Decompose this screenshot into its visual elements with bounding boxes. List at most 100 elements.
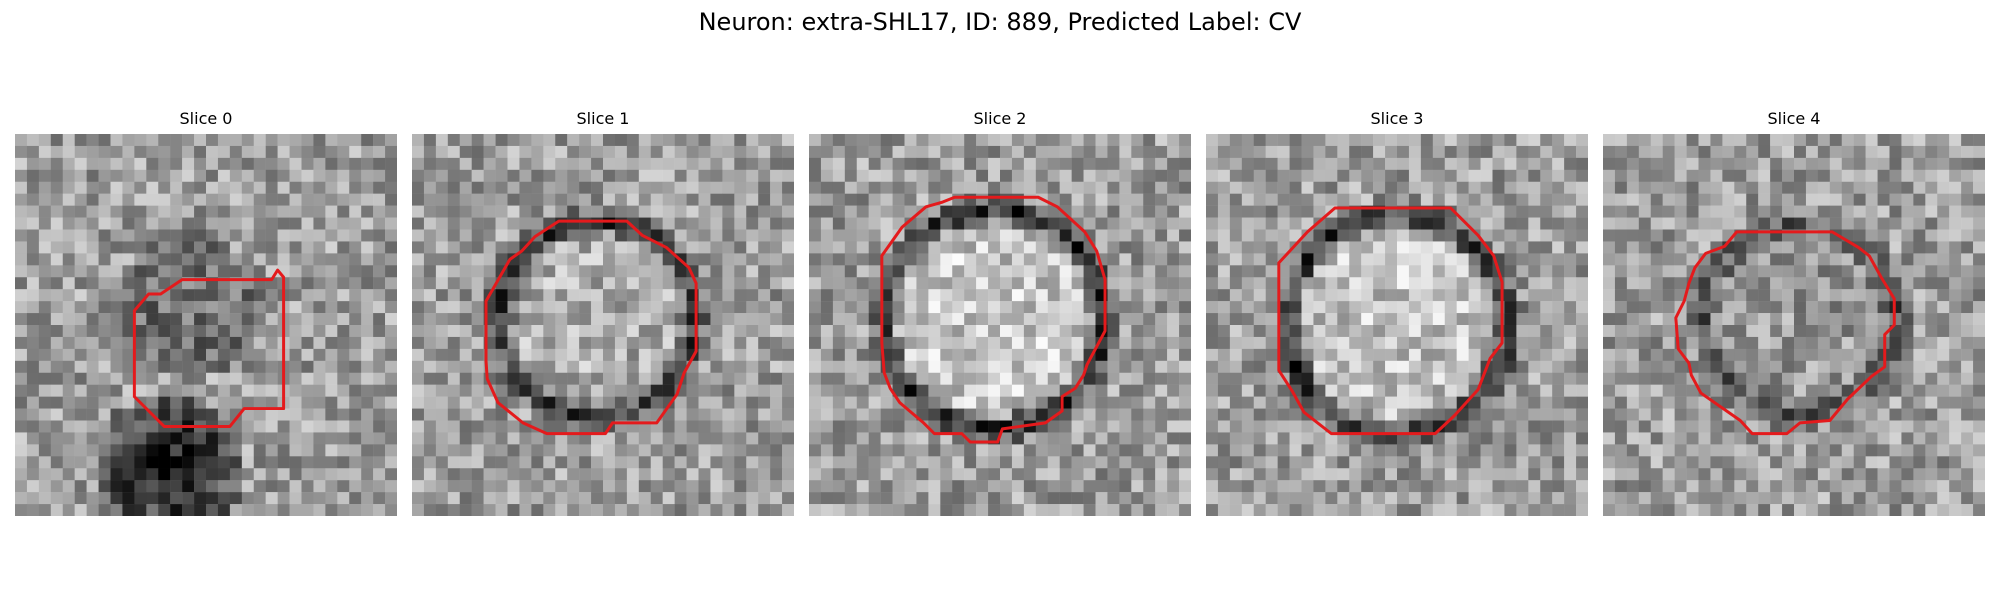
pixel	[361, 241, 374, 254]
pixel	[1770, 360, 1783, 373]
pixel	[1603, 134, 1616, 147]
pixel	[206, 325, 219, 338]
pixel	[301, 181, 314, 194]
pixel	[1889, 145, 1902, 159]
pixel	[98, 456, 111, 469]
pixel	[698, 229, 711, 242]
pixel	[1877, 313, 1890, 326]
pixel	[832, 241, 846, 254]
pixel	[710, 145, 723, 159]
pixel	[746, 313, 759, 326]
pixel	[579, 372, 592, 385]
pixel	[1722, 348, 1735, 362]
pixel	[1385, 468, 1398, 481]
pixel	[1253, 134, 1266, 147]
pixel	[158, 157, 171, 171]
pixel	[1119, 217, 1132, 230]
pixel	[385, 253, 397, 266]
pixel	[495, 134, 508, 147]
pixel	[746, 384, 759, 397]
pixel	[1035, 396, 1048, 409]
pixel	[1949, 301, 1962, 314]
pixel	[1301, 492, 1314, 505]
pixel	[1638, 336, 1651, 350]
pixel	[1265, 181, 1278, 194]
pixel	[638, 169, 651, 182]
pixel	[26, 372, 40, 385]
pixel	[1674, 134, 1687, 147]
pixel	[686, 205, 699, 218]
pixel	[722, 456, 735, 469]
pixel	[1119, 277, 1132, 290]
pixel	[146, 205, 159, 218]
pixel	[1385, 480, 1398, 493]
pixel	[820, 193, 834, 206]
pixel	[904, 480, 917, 493]
pixel	[1913, 253, 1926, 266]
pixel	[964, 277, 977, 290]
pixel	[519, 217, 532, 230]
pixel	[1614, 396, 1628, 409]
pixel	[1841, 396, 1854, 409]
pixel	[1865, 181, 1878, 194]
pixel	[1131, 348, 1144, 362]
pixel	[38, 205, 52, 218]
pixel	[603, 169, 616, 182]
pixel	[892, 468, 905, 481]
pixel	[1734, 432, 1747, 445]
pixel	[1638, 348, 1651, 362]
pixel	[15, 301, 28, 314]
pixel	[1313, 348, 1326, 362]
pixel	[1746, 301, 1759, 314]
pixel	[844, 348, 857, 362]
pixel	[1516, 253, 1529, 266]
pixel	[158, 265, 171, 278]
pixel	[1937, 444, 1950, 457]
pixel	[1492, 193, 1505, 206]
pixel	[1179, 313, 1191, 326]
pixel	[26, 480, 40, 493]
pixel	[1770, 265, 1783, 278]
pixel	[519, 289, 532, 302]
pixel	[361, 456, 374, 469]
pixel	[734, 301, 747, 314]
pixel	[253, 348, 266, 362]
pixel	[1540, 265, 1553, 278]
pixel	[229, 360, 243, 373]
pixel	[1397, 265, 1410, 278]
pixel	[782, 134, 794, 147]
pixel	[1540, 289, 1553, 302]
pixel	[916, 468, 929, 481]
pixel	[1638, 193, 1651, 206]
pixel	[1492, 384, 1505, 397]
pixel	[1301, 444, 1314, 457]
pixel	[686, 468, 699, 481]
pixel	[194, 145, 207, 159]
pixel	[1095, 205, 1108, 218]
pixel	[1206, 253, 1219, 266]
pixel	[543, 157, 556, 171]
pixel	[1047, 384, 1060, 397]
pixel	[1047, 480, 1060, 493]
pixel	[1385, 265, 1398, 278]
pixel	[1408, 360, 1422, 373]
pixel	[170, 313, 183, 326]
pixel	[229, 336, 243, 350]
pixel	[182, 432, 195, 445]
pixel	[650, 325, 663, 338]
pixel	[1325, 241, 1338, 254]
pixel	[1794, 396, 1807, 409]
pixel	[1420, 360, 1434, 373]
pixel	[820, 480, 834, 493]
pixel	[98, 313, 111, 326]
pixel	[1770, 420, 1783, 433]
pixel	[1349, 301, 1362, 314]
pixel	[459, 384, 472, 397]
pixel	[1805, 157, 1819, 171]
pixel	[1528, 169, 1541, 182]
pixel	[928, 325, 941, 338]
pixel	[1000, 336, 1013, 350]
pixel	[638, 480, 651, 493]
pixel	[1913, 372, 1926, 385]
pixel	[1408, 336, 1422, 350]
